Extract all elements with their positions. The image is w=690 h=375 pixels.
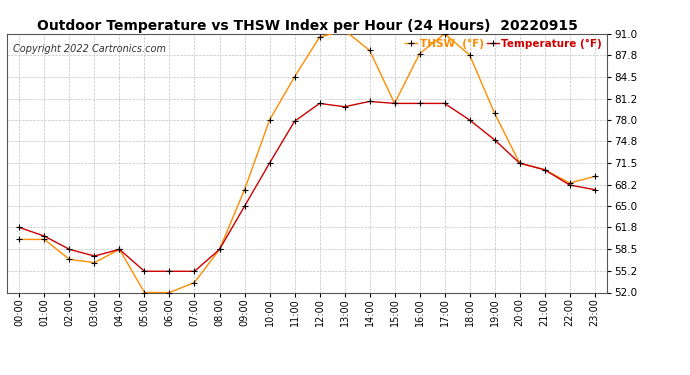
THSW  (°F): [340, 28, 348, 33]
THSW  (°F): [40, 237, 48, 242]
THSW  (°F): [315, 35, 324, 39]
Temperature (°F): [240, 204, 248, 209]
Temperature (°F): [340, 105, 348, 109]
THSW  (°F): [440, 32, 449, 36]
Temperature (°F): [491, 138, 499, 142]
Temperature (°F): [440, 101, 449, 106]
THSW  (°F): [15, 237, 23, 242]
THSW  (°F): [491, 111, 499, 116]
THSW  (°F): [391, 101, 399, 106]
Line: THSW  (°F): THSW (°F): [16, 27, 598, 296]
THSW  (°F): [515, 161, 524, 165]
Temperature (°F): [391, 101, 399, 106]
Temperature (°F): [66, 247, 74, 252]
Temperature (°F): [266, 161, 274, 165]
THSW  (°F): [415, 51, 424, 56]
Temperature (°F): [190, 269, 199, 273]
THSW  (°F): [466, 53, 474, 57]
THSW  (°F): [166, 290, 174, 295]
THSW  (°F): [266, 118, 274, 122]
Temperature (°F): [540, 168, 549, 172]
THSW  (°F): [140, 290, 148, 295]
THSW  (°F): [215, 247, 224, 252]
Temperature (°F): [566, 183, 574, 187]
THSW  (°F): [290, 75, 299, 79]
THSW  (°F): [66, 257, 74, 262]
THSW  (°F): [540, 168, 549, 172]
Temperature (°F): [515, 161, 524, 165]
Temperature (°F): [366, 99, 374, 104]
Temperature (°F): [466, 118, 474, 122]
Temperature (°F): [215, 247, 224, 252]
Line: Temperature (°F): Temperature (°F): [16, 98, 598, 275]
THSW  (°F): [90, 260, 99, 265]
Temperature (°F): [40, 234, 48, 238]
Temperature (°F): [115, 247, 124, 252]
THSW  (°F): [366, 48, 374, 52]
THSW  (°F): [190, 280, 199, 285]
Temperature (°F): [591, 188, 599, 192]
THSW  (°F): [240, 188, 248, 192]
Title: Outdoor Temperature vs THSW Index per Hour (24 Hours)  20220915: Outdoor Temperature vs THSW Index per Ho…: [37, 19, 578, 33]
Temperature (°F): [140, 269, 148, 273]
Temperature (°F): [15, 225, 23, 230]
Temperature (°F): [166, 269, 174, 273]
THSW  (°F): [115, 247, 124, 252]
THSW  (°F): [566, 181, 574, 185]
THSW  (°F): [591, 174, 599, 178]
Text: Copyright 2022 Cartronics.com: Copyright 2022 Cartronics.com: [13, 44, 166, 54]
Temperature (°F): [90, 254, 99, 258]
Temperature (°F): [290, 119, 299, 124]
Temperature (°F): [315, 101, 324, 106]
Legend: THSW  (°F), Temperature (°F): THSW (°F), Temperature (°F): [401, 35, 606, 53]
Temperature (°F): [415, 101, 424, 106]
